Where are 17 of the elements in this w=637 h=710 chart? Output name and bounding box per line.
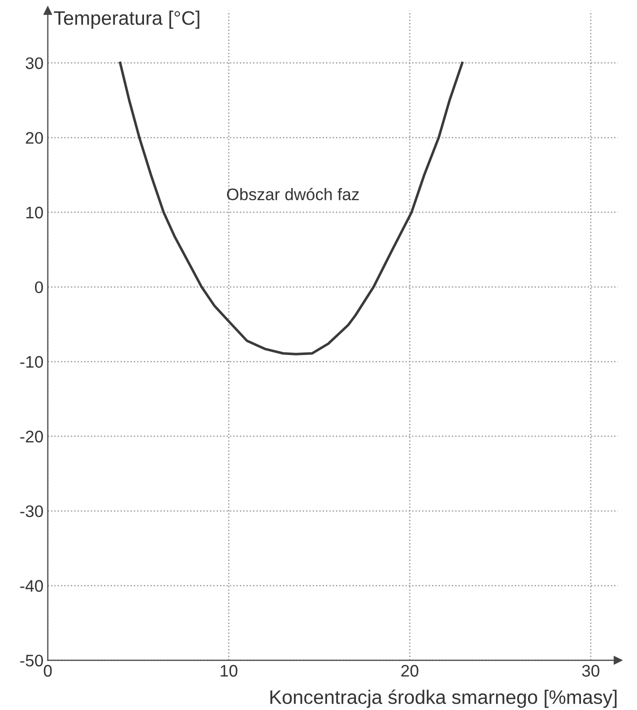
y-tick-label: 20	[26, 132, 43, 144]
x-tick-label: 10	[220, 664, 238, 677]
annotation: Obszar dwóch faz	[227, 188, 359, 200]
y-tick-label: -30	[20, 505, 43, 518]
y-tick-label: -10	[20, 356, 43, 368]
y-tick-label: -50	[20, 654, 43, 667]
x-tick-label: 20	[401, 664, 418, 677]
y-tick-label: 30	[26, 57, 43, 70]
y-axis-title: Temperatura [°C]	[54, 10, 200, 29]
y-tick-label: -40	[20, 580, 43, 592]
x-tick-label: 30	[582, 664, 600, 677]
y-tick-label: -20	[20, 430, 43, 442]
y-tick-label: 0	[34, 281, 43, 294]
y-tick-label: 10	[26, 206, 43, 218]
x-axis-title: Koncentracja środka smarnego [%masy]	[270, 690, 617, 708]
line-series	[118, 62, 464, 356]
x-tick-label: 0	[44, 664, 52, 677]
